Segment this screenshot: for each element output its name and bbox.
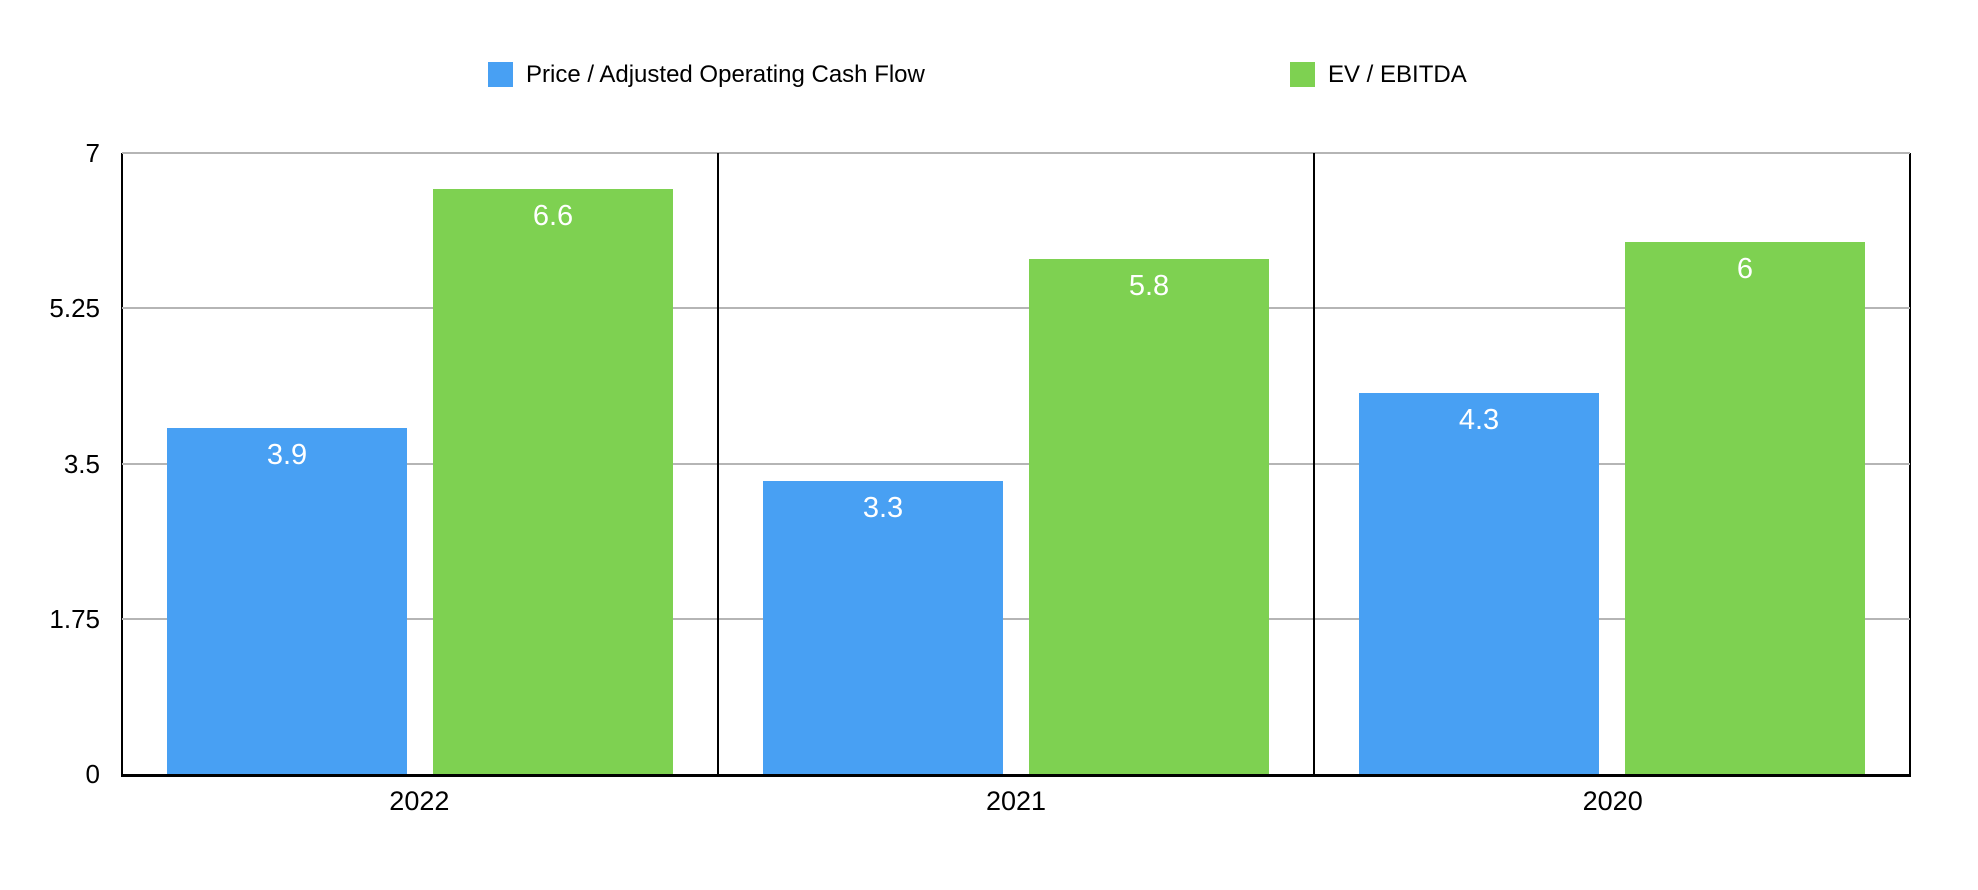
bar-value-label: 6.6	[532, 199, 574, 232]
panel-2022: 3.9 6.6	[123, 153, 719, 774]
bar-2022-ev-ebitda: 6.6	[433, 188, 673, 774]
bar-value-label: 3.3	[862, 492, 904, 525]
legend-label: EV / EBITDA	[1328, 61, 1467, 88]
legend-swatch-green	[1290, 62, 1315, 87]
bar-value-label: 5.8	[1128, 270, 1170, 303]
category-panels: 3.9 6.6 3.3 5.8 4.3 6	[123, 153, 1909, 774]
panel-2021: 3.3 5.8	[719, 153, 1315, 774]
bar-value-label: 3.9	[266, 439, 308, 472]
panel-2020: 4.3 6	[1315, 153, 1909, 774]
y-tick-label: 5.25	[49, 293, 100, 324]
x-axis-labels: 2022 2021 2020	[121, 786, 1911, 817]
bar-2020-ev-ebitda: 6	[1625, 241, 1865, 774]
y-tick-label: 3.5	[63, 448, 100, 479]
bar-2021-ev-ebitda: 5.8	[1029, 259, 1269, 774]
bar-value-label: 4.3	[1458, 403, 1500, 436]
y-tick-label: 7	[85, 138, 100, 168]
legend-swatch-blue	[488, 62, 513, 87]
bar-2022-price-aocf: 3.9	[167, 428, 407, 774]
bar-2020-price-aocf: 4.3	[1359, 392, 1599, 774]
plot-area: 3.9 6.6 3.3 5.8 4.3 6	[121, 152, 1911, 777]
y-tick-label: 0	[85, 759, 100, 789]
x-axis-label-2020: 2020	[1582, 786, 1643, 816]
legend-item-price-adjusted-operating-cash-flow: Price / Adjusted Operating Cash Flow	[488, 62, 925, 87]
chart-legend: Price / Adjusted Operating Cash Flow EV …	[0, 0, 1978, 110]
legend-item-ev-ebitda: EV / EBITDA	[1290, 62, 1467, 87]
y-tick-label: 1.75	[49, 603, 100, 634]
bar-2021-price-aocf: 3.3	[763, 481, 1003, 774]
x-axis-label-2022: 2022	[389, 786, 450, 816]
legend-label: Price / Adjusted Operating Cash Flow	[526, 61, 925, 88]
bar-value-label: 6	[1736, 252, 1754, 285]
x-axis-label-2021: 2021	[985, 786, 1047, 816]
y-axis-tick-labels: 0 1.75 3.5 5.25 7	[0, 0, 100, 890]
